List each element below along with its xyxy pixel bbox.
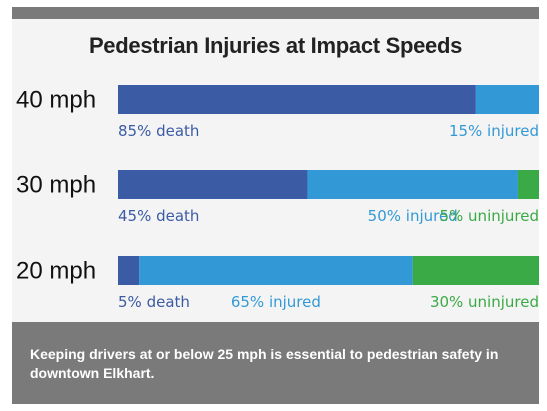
bar-segment-death — [118, 170, 308, 199]
category-label: 40 mph — [16, 87, 96, 114]
bar-segment-injured — [307, 170, 518, 199]
bar-segment-death — [118, 256, 140, 285]
bar-segment-injured — [475, 85, 539, 114]
bar-segment-uninjured — [517, 170, 539, 199]
data-label-injured: 50% injured — [368, 207, 458, 225]
data-label-injured: 65% injured — [231, 293, 321, 311]
bar-segment-death — [118, 85, 476, 114]
data-label-injured: 15% injured — [449, 122, 539, 140]
data-label-death: 5% death — [118, 293, 190, 311]
data-label-death: 85% death — [118, 122, 199, 140]
data-label-death: 45% death — [118, 207, 199, 225]
bar-chart: 40 mph 85% death 15% injured 30 mph 45% deat… — [16, 85, 539, 311]
top-bar — [12, 7, 539, 19]
category-label: 20 mph — [16, 258, 96, 285]
bar-segment-injured — [139, 256, 413, 285]
bar-segment-uninjured — [412, 256, 539, 285]
data-label-uninjured: 5% uninjured — [439, 207, 539, 225]
chart-title: Pedestrian Injuries at Impact Speeds — [88, 33, 463, 58]
category-label: 30 mph — [16, 172, 96, 199]
caption: Keeping drivers at or below 25 mph is es… — [12, 322, 539, 404]
data-label-uninjured: 30% uninjured — [430, 293, 539, 311]
